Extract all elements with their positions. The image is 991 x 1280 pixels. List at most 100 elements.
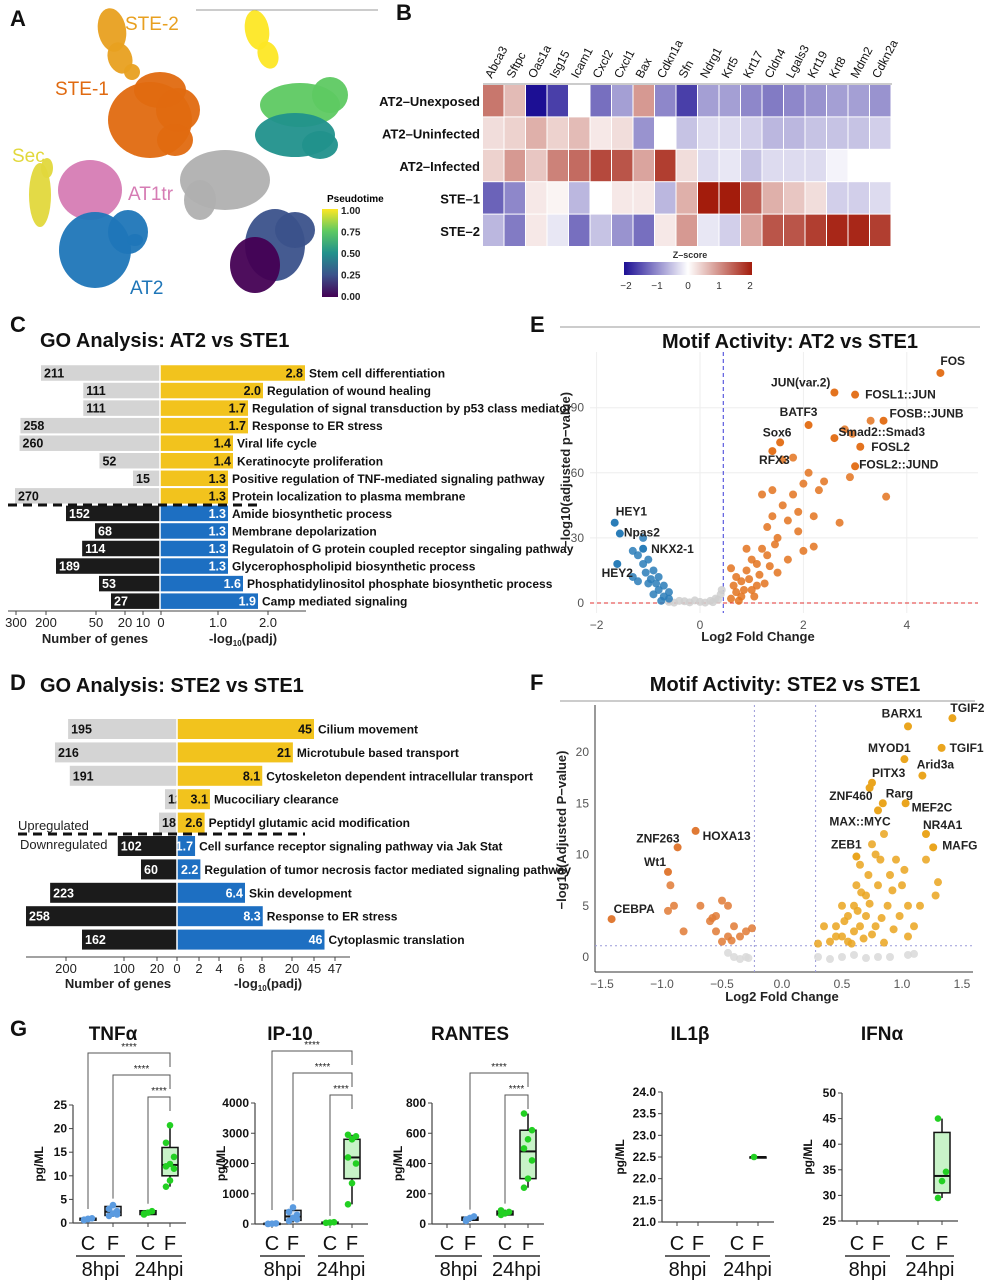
condition-label: F [752,1233,764,1255]
panel-label-g: G [10,1016,27,1041]
x-tick-label: 0 [157,615,164,630]
y-tick-label: 21.5 [633,1193,657,1207]
point-up [820,922,828,931]
data-point [934,1115,942,1122]
point-up [847,939,856,948]
point-ns [690,596,699,605]
y-tick-label: 30 [823,1188,837,1202]
zscore-tick-label: −2 [620,281,632,292]
point-up [916,901,924,910]
x-tick-label: 100 [113,961,135,976]
point-up [856,860,864,869]
heatmap-cell [569,182,590,214]
heatmap-cell [762,214,783,246]
upregulated-label: Upregulated [18,818,89,833]
heatmap-cell [612,182,633,214]
data-point [330,1218,338,1226]
xlabel-part: (padj) [242,631,277,646]
point-down [679,927,688,936]
volcano-e-plot: −2 0 2 40306090FOSJUN(var.2)FOSL1::JUNBATF3… [571,352,978,632]
point-label: FOSL2 [871,440,910,454]
padj-bar [160,593,258,609]
heatmap-cell [676,149,697,182]
point-up [742,544,751,553]
heatmap-cell [719,117,740,149]
data-point [166,1177,174,1184]
data-point [528,1157,536,1164]
heatmap-cell [569,214,590,246]
gene-count-bar [83,382,160,399]
point-up [770,540,779,549]
go-term-label: Positive regulation of TNF-mediated sign… [232,472,545,486]
volcano-e-ylabel: −log10(adjusted p−value) [558,392,573,548]
umap-cluster-ste-1 [157,124,193,156]
gene-count-bar [117,836,177,856]
labeled-point [851,390,860,399]
data-point [113,1211,121,1218]
heatmap-cell [698,214,719,246]
heatmap-cell [719,214,740,246]
labeled-point [776,438,785,447]
gene-count-label: 18 [162,816,176,830]
go-term-label: Skin development [249,886,352,900]
x-tick-label: 50 [89,615,103,630]
point-up [864,871,873,879]
point-down [664,594,673,603]
heatmap-cell [504,149,525,182]
x-tick-label: 200 [35,615,57,630]
y-tick-label: 15 [54,1145,68,1159]
gene-count-label: 53 [102,577,116,591]
y-tick-label: 0 [582,950,589,964]
point-label: MEF2C [912,800,953,814]
gene-count-label: 260 [23,437,44,451]
point-label: ZNF263 [636,831,680,845]
data-point [84,1215,92,1223]
heatmap-cell [719,85,740,117]
point-down [654,572,663,581]
gene-count-label: 195 [71,723,92,737]
heatmap-column-label: Krt8 [826,54,849,80]
heatmap-cell [719,182,740,214]
point-up [848,429,857,438]
data-point [170,1153,178,1161]
condition-label: C [81,1233,95,1255]
gene-count-bar [20,417,160,434]
gene-count-label: 52 [102,454,116,468]
point-up [809,542,818,551]
point-up [783,516,792,525]
heatmap-cell [526,117,547,149]
heatmap-cell [870,214,891,246]
point-ns [910,949,918,958]
go-d-title: GO Analysis: STE2 vs STE1 [40,675,304,697]
heatmap-cell [569,117,590,149]
point-up [809,512,818,521]
labeled-point [948,714,957,723]
point-up [850,927,858,936]
gene-count-label: 111 [86,384,106,398]
point-up [865,899,874,908]
point-label: HEY2 [602,566,634,580]
point-up [745,575,754,584]
heatmap-cell [805,182,826,214]
umap-pseudotime-region [244,10,270,50]
gene-count-label: 60 [144,863,158,877]
point-ns [701,598,710,607]
y-tick-label: 10 [576,848,590,862]
heatmap-cell [676,214,697,246]
x-tick-label: 47 [328,961,342,976]
heatmap-cell [784,214,805,246]
y-axis-label: pg/ML [801,1139,815,1174]
padj-bar [160,453,233,469]
go-term-label: Regulation of signal transduction by p53… [252,402,572,416]
point-up [758,544,767,553]
go-c-title: GO Analysis: AT2 vs STE1 [40,330,289,352]
umap-cluster-at1tr [58,160,122,220]
significance-bracket [469,1072,529,1210]
heatmap-cell [655,85,676,117]
labeled-point [878,799,887,808]
heatmap-cell [504,182,525,214]
data-point [524,1175,532,1182]
condition-label: C [498,1233,512,1255]
point-up [763,523,772,532]
